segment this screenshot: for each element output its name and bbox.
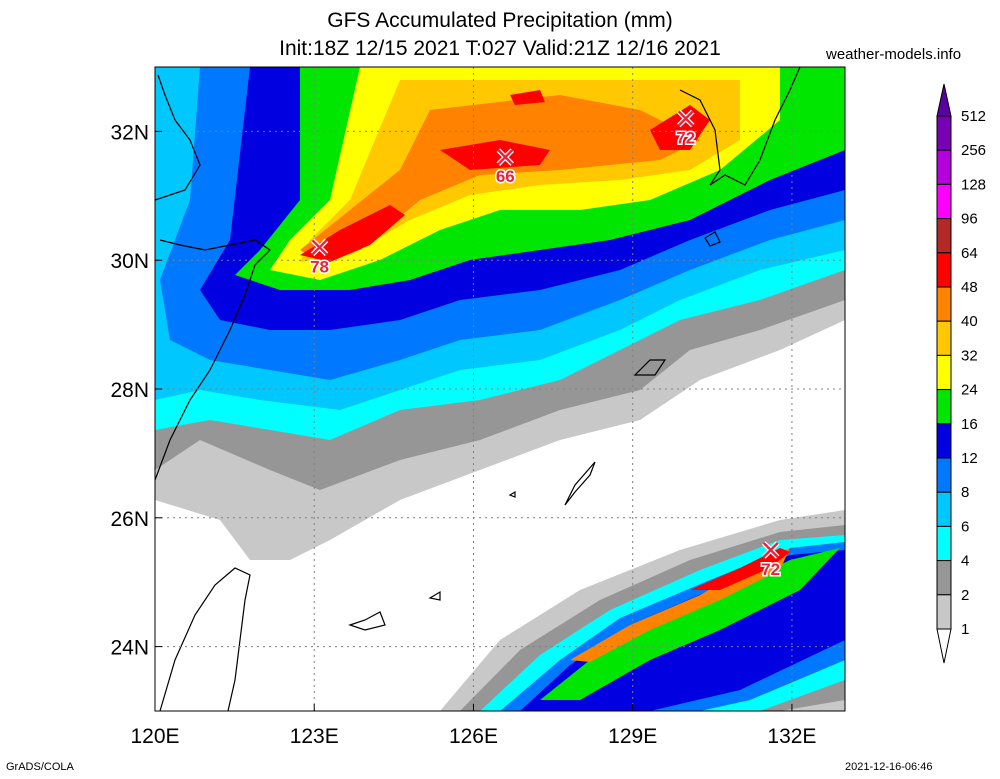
colorbar-label: 40: [961, 313, 978, 330]
site-credit: weather-models.info: [826, 46, 962, 63]
axis-ticks: 120E 123E 126E 129E 132E 24N 26N 28N 30N 32N: [110, 121, 816, 748]
lat-tick-label: 28N: [110, 379, 149, 402]
colorbar-label: 96: [961, 211, 978, 228]
lat-tick-label: 26N: [110, 508, 149, 531]
peak-value-label: 78: [310, 257, 329, 276]
peak-markers: 78 66 72 72: [309, 109, 782, 581]
coastline-tanegashima: [704, 231, 721, 247]
coastline-china: [155, 74, 271, 481]
peak-marker: 72: [760, 541, 782, 581]
precip-area-red-2: [300, 205, 405, 262]
precip-band-south-green: [540, 548, 840, 700]
lon-tick-label: 132E: [767, 725, 816, 748]
peak-x-mark: [497, 149, 514, 166]
colorbar-swatch: [936, 491, 952, 527]
colorbar-swatch: [936, 149, 952, 185]
colorbar-label: 512: [961, 108, 986, 125]
colorbar-swatch: [936, 218, 952, 254]
colorbar-swatch: [936, 183, 952, 220]
colorbar-label: 1: [961, 621, 969, 638]
colorbar-label: 32: [961, 347, 978, 364]
peak-x-mark: [762, 542, 779, 558]
colorbar-swatch: [936, 560, 952, 596]
colorbar-label: 24: [961, 382, 978, 399]
lat-tick-label: 32N: [110, 121, 149, 144]
colorbar-label: 4: [961, 553, 969, 570]
colorbar-top-arrow: [936, 83, 952, 117]
peak-marker: 78: [309, 238, 330, 278]
colorbar-label: 64: [961, 245, 978, 262]
coastline-ryukyu: [348, 359, 667, 631]
colorbar-label: 128: [961, 176, 986, 193]
colorbar-swatch: [936, 389, 952, 425]
lat-tick-label: 30N: [110, 250, 149, 273]
chart-subtitle: Init:18Z 12/15 2021 T:027 Valid:21Z 12/1…: [279, 37, 721, 60]
lon-tick-label: 126E: [449, 725, 498, 748]
lon-tick-label: 129E: [608, 725, 657, 748]
footer-software: GrADS/COLA: [6, 761, 74, 773]
colorbar-label: 6: [961, 518, 969, 535]
colorbar-swatch: [936, 423, 952, 459]
lon-tick-label: 123E: [290, 725, 339, 748]
footer-timestamp: 2021-12-16-06:46: [845, 761, 933, 773]
colorbar-label: 2: [961, 587, 969, 604]
lon-tick-label: 120E: [130, 725, 179, 748]
precip-area-orange: [300, 95, 700, 262]
colorbar-label: 8: [961, 484, 969, 501]
precip-area-red: [440, 140, 550, 170]
graticule: [155, 67, 845, 711]
colorbar-swatch: [936, 252, 952, 288]
colorbar-swatch: [936, 115, 952, 151]
precip-area-red-4: [510, 90, 545, 105]
coastline-taiwan: [159, 567, 251, 711]
peak-value-label: 72: [761, 560, 780, 579]
colorbar-swatch: [936, 320, 952, 356]
peak-x-mark: [311, 239, 328, 256]
colorbar-label: 48: [961, 279, 978, 296]
colorbar-swatch: [936, 594, 952, 630]
peak-value-label: 66: [496, 167, 515, 186]
colorbar-label: 12: [961, 450, 978, 467]
colorbar-label: 16: [961, 416, 978, 433]
precip-field: [155, 67, 845, 711]
chart-title: GFS Accumulated Precipitation (mm): [327, 9, 673, 32]
colorbar-swatch: [936, 457, 952, 493]
precip-area-red-3: [650, 105, 710, 150]
peak-marker: 72: [675, 109, 697, 149]
peak-value-label: 72: [676, 129, 695, 148]
peak-marker: 66: [494, 148, 516, 188]
coastlines: [155, 67, 801, 711]
lat-tick-label: 24N: [110, 637, 149, 660]
precip-band-south-red: [690, 548, 790, 590]
colorbar-swatch: [936, 286, 952, 322]
colorbar-swatch: [936, 525, 952, 562]
peak-x-mark: [677, 110, 694, 127]
colorbar-bottom-arrow: [936, 628, 952, 664]
coastline-kyushu: [679, 67, 801, 186]
colorbar-swatch: [936, 354, 952, 391]
colorbar-label: 256: [961, 142, 986, 159]
